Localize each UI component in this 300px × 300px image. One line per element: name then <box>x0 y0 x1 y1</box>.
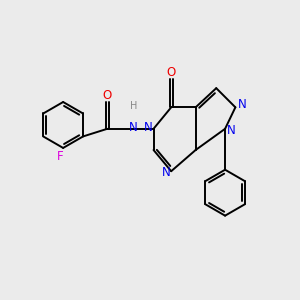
Text: N: N <box>128 122 137 134</box>
Text: H: H <box>130 101 137 111</box>
Text: F: F <box>57 150 64 163</box>
Text: N: N <box>161 166 170 179</box>
Text: N: N <box>238 98 246 111</box>
Text: N: N <box>227 124 236 137</box>
Text: O: O <box>167 66 176 80</box>
Text: O: O <box>103 89 112 102</box>
Text: N: N <box>144 121 153 134</box>
